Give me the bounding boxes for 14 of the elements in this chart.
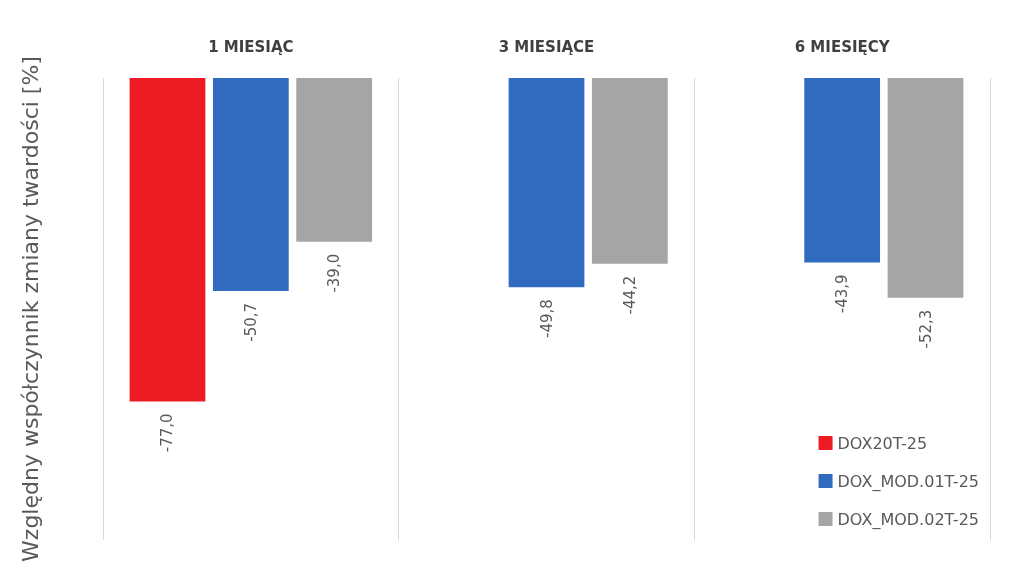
data-label: -43,9 xyxy=(833,274,852,314)
data-label: -77,0 xyxy=(158,413,177,453)
data-label: -44,2 xyxy=(620,275,639,315)
data-label: -52,3 xyxy=(916,309,935,349)
data-label: -50,7 xyxy=(241,302,260,342)
legend-label: DOX_MOD.01T-25 xyxy=(837,471,979,492)
legend-label: DOX20T-25 xyxy=(837,433,928,453)
legend-label: DOX_MOD.02T-25 xyxy=(837,509,979,530)
data-label: -49,8 xyxy=(537,299,556,338)
x-tick-label: 3 MIESIĄCE xyxy=(498,37,595,56)
x-tick-label: 6 MIESIĘCY xyxy=(794,37,891,56)
data-label: -39,0 xyxy=(325,253,344,293)
y-axis-title: Względny współczynnik zmiany twardości [%] xyxy=(17,56,43,562)
x-tick-label: 1 MIESIĄC xyxy=(208,37,294,56)
